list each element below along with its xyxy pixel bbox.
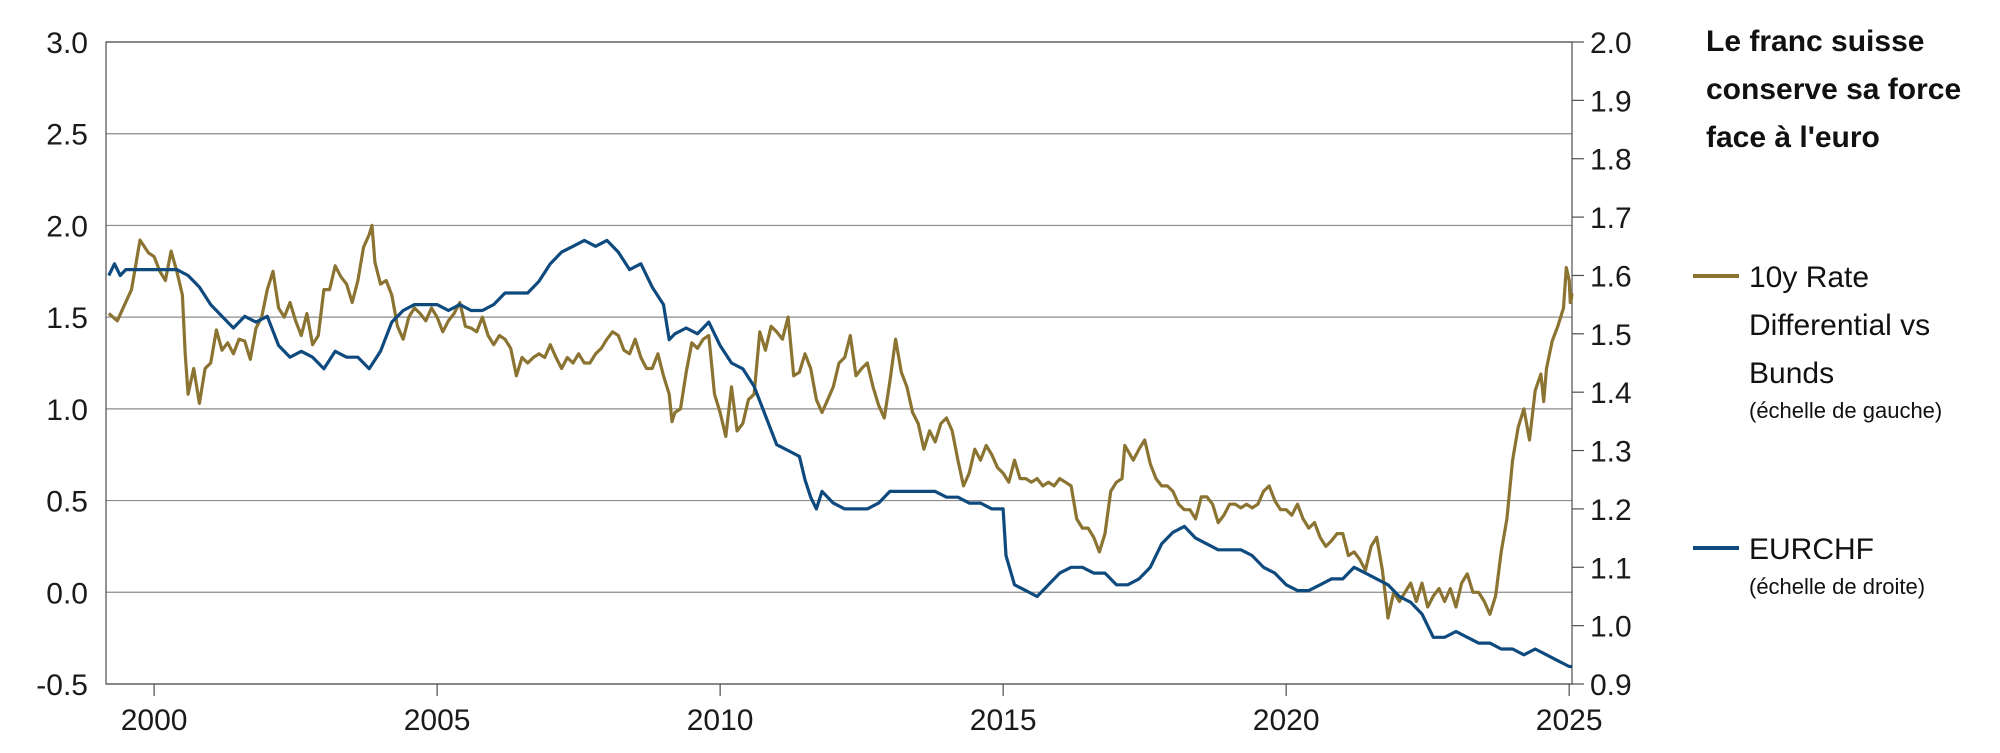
x-tick-label: 2015	[970, 704, 1037, 737]
series-lines	[107, 223, 1574, 669]
x-tick-label: 2020	[1253, 704, 1320, 737]
left-tick-label: 2.0	[46, 210, 88, 243]
right-tick-label: 1.2	[1590, 494, 1632, 527]
left-axis-ticks: -0.5 0.0 0.5 1.0 1.5 2.0 2.5 3.0	[36, 27, 88, 702]
right-tick-label: 1.6	[1590, 260, 1632, 293]
left-tick-label: 1.0	[46, 394, 88, 427]
legend-swatch-eurchf	[1693, 546, 1739, 550]
left-tick-label: 3.0	[46, 27, 88, 60]
chart-title: Le franc suisse conserve sa force face à…	[1706, 25, 1962, 154]
right-tick-label: 1.4	[1590, 377, 1632, 410]
legend-item-eurchf: EURCHF (échelle de droite)	[1693, 526, 1993, 606]
x-tick-label: 2025	[1536, 704, 1603, 737]
right-tick-label: 2.0	[1590, 27, 1632, 60]
legend-swatch-rate-differential	[1693, 274, 1739, 278]
x-axis-ticks: 2000 2005 2010 2015 2020 2025	[121, 684, 1603, 737]
legend-label-rate-differential: 10y Rate Differential vs Bunds	[1749, 261, 1931, 390]
left-tick-label: -0.5	[36, 669, 88, 702]
x-tick-label: 2005	[404, 704, 471, 737]
left-tick-label: 0.0	[46, 577, 88, 610]
right-tick-label: 1.8	[1590, 144, 1632, 177]
right-tick-label: 1.5	[1590, 319, 1632, 352]
x-tick-label: 2000	[121, 704, 188, 737]
legend-label-eurchf: EURCHF	[1749, 533, 1874, 566]
right-tick-label: 1.7	[1590, 202, 1632, 235]
right-tick-label: 1.9	[1590, 85, 1632, 118]
left-tick-label: 0.5	[46, 486, 88, 519]
right-axis-ticks: 0.9 1.0 1.1 1.2 1.3 1.4 1.5 1.6 1.7 1.8 1.9 2.0	[1572, 27, 1632, 702]
legend-note-eurchf: (échelle de droite)	[1749, 574, 1926, 599]
plot-frame	[105, 41, 1573, 685]
legend-note-rate-differential: (échelle de gauche)	[1749, 398, 1943, 423]
grid-lines	[106, 41, 1572, 685]
series-line-rate-differential	[107, 223, 1574, 620]
right-tick-label: 0.9	[1590, 669, 1632, 702]
right-tick-label: 1.0	[1590, 611, 1632, 644]
left-tick-label: 1.5	[46, 302, 88, 335]
legend-item-rate-differential: 10y Rate Differential vs Bunds (échelle …	[1693, 254, 1993, 424]
right-tick-label: 1.3	[1590, 436, 1632, 469]
left-tick-label: 2.5	[46, 119, 88, 152]
x-tick-label: 2010	[687, 704, 754, 737]
right-tick-label: 1.1	[1590, 552, 1632, 585]
series-line-eurchf	[107, 238, 1572, 669]
